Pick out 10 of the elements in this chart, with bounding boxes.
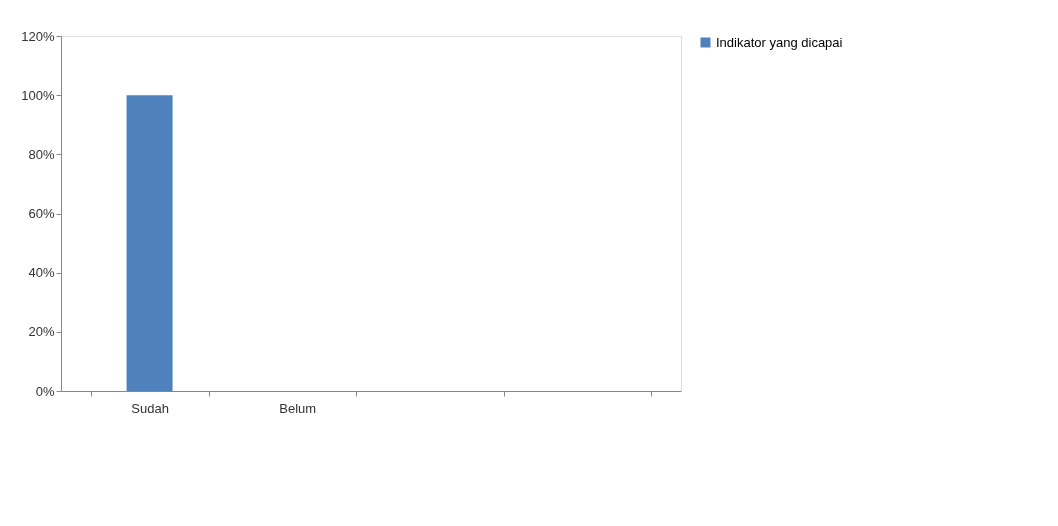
y-tick-label: 40% <box>28 265 55 281</box>
y-tick-label: 20% <box>28 324 55 340</box>
y-tick-label: 120% <box>21 28 55 44</box>
x-tick-label: Belum <box>279 400 317 416</box>
y-tick-label: 0% <box>35 383 55 399</box>
y-tick-label: 100% <box>21 87 55 103</box>
y-tick-label: 80% <box>28 146 55 162</box>
legend-label: Indikator yang dicapai <box>716 34 843 50</box>
x-tick-label: Sudah <box>131 400 169 416</box>
y-tick-label: 60% <box>28 206 55 221</box>
